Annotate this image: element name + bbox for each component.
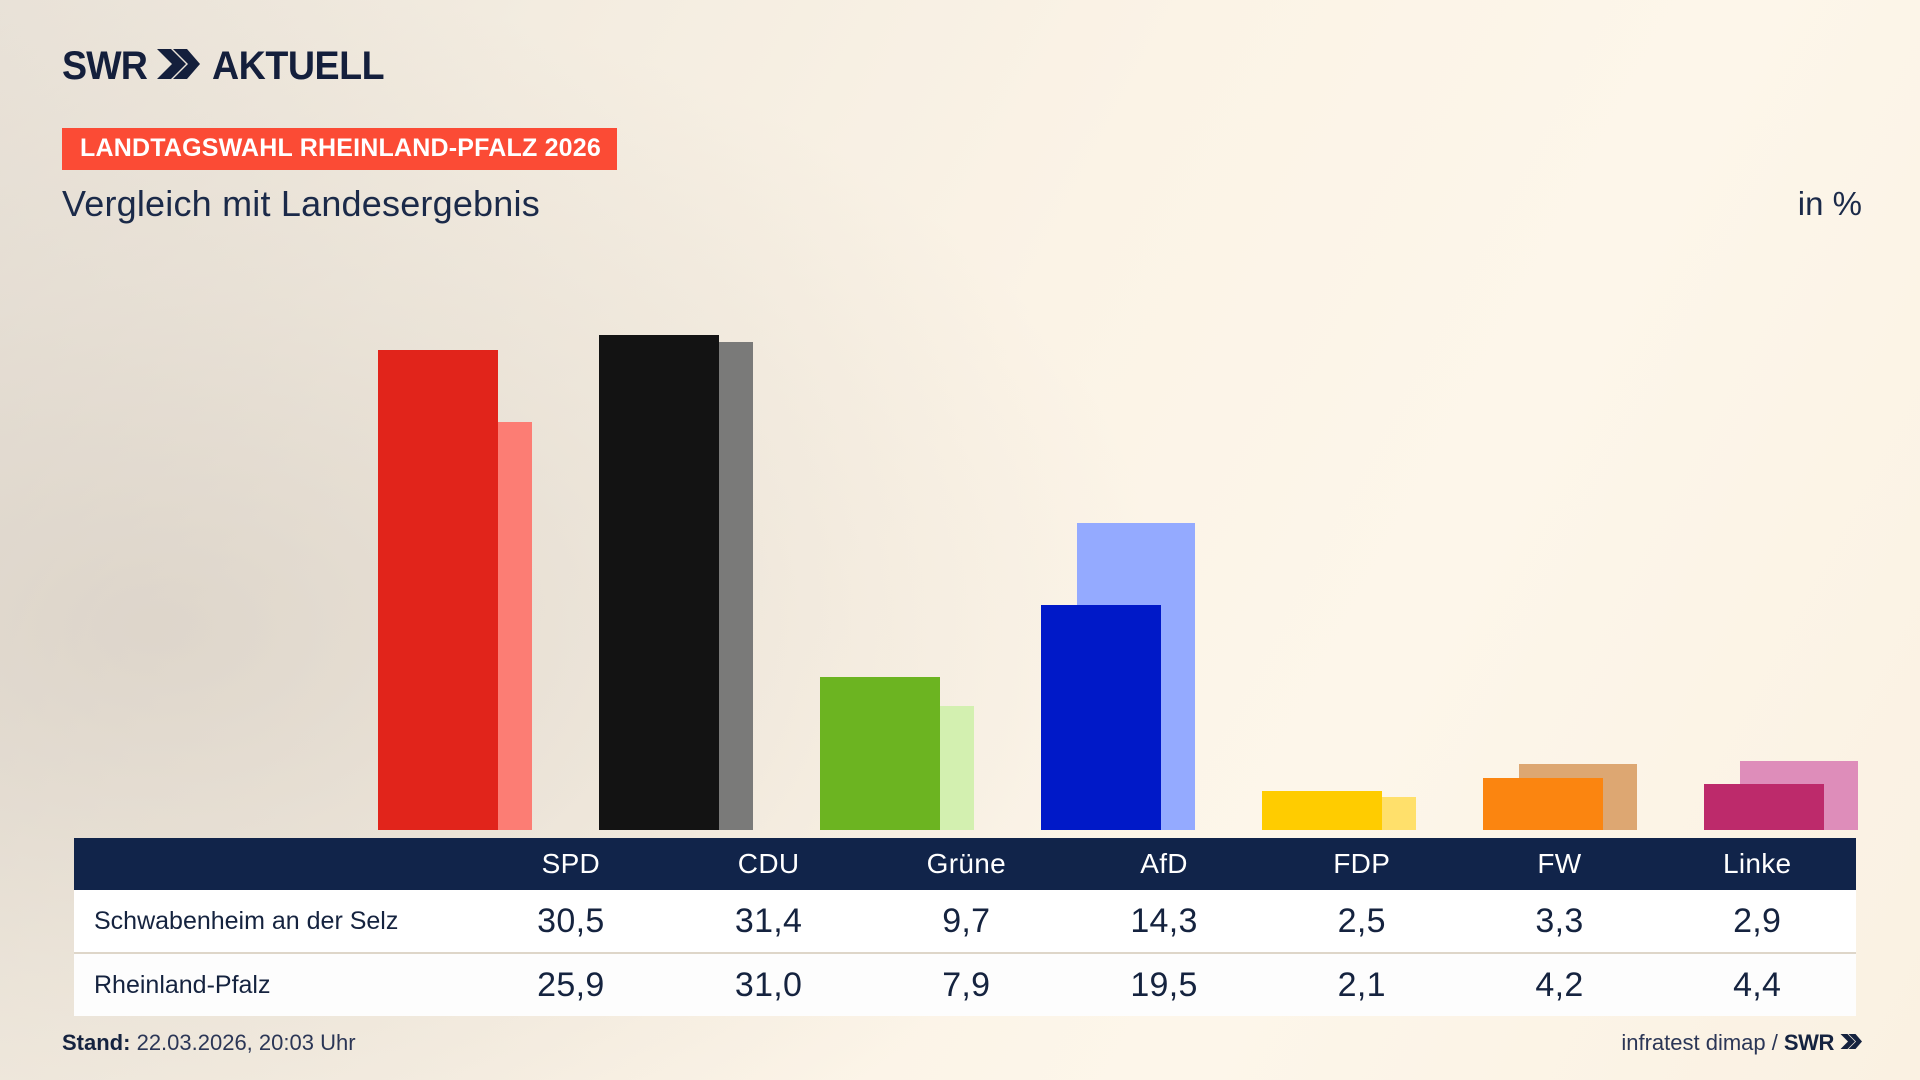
timestamp: Stand: 22.03.2026, 20:03 Uhr (62, 1030, 356, 1056)
chevron-double-right-icon (1840, 1030, 1862, 1056)
swr-aktuell-logo: SWR AKTUELL (62, 46, 395, 86)
aktuell-wordmark: AKTUELL (212, 44, 385, 88)
column-header-afd: AfD (1140, 848, 1188, 879)
row-label-local: Schwabenheim an der Selz (94, 906, 399, 935)
cell-state-fw: 4,2 (1535, 965, 1584, 1004)
source-institute: infratest dimap / (1621, 1030, 1778, 1055)
cell-state-gruene: 7,9 (942, 965, 991, 1004)
column-header-fdp: FDP (1333, 848, 1391, 879)
cell-local-linke: 2,9 (1733, 901, 1782, 940)
swr-wordmark: SWR (62, 44, 148, 88)
table-header-row: SPD CDU Grüne AfD FDP FW Linke (74, 838, 1856, 890)
timestamp-value: 22.03.2026, 20:03 Uhr (136, 1030, 356, 1055)
cell-local-spd: 30,5 (537, 901, 605, 940)
cell-state-fdp: 2,1 (1337, 965, 1386, 1004)
table-row: Schwabenheim an der Selz 30,5 31,4 9,7 1… (74, 890, 1856, 952)
cell-local-fw: 3,3 (1535, 901, 1584, 940)
column-header-linke: Linke (1722, 848, 1792, 879)
row-label-state: Rheinland-Pfalz (94, 970, 271, 999)
source-attribution: infratest dimap / SWR (1621, 1030, 1862, 1056)
results-table: SPD CDU Grüne AfD FDP FW Linke Schwabenh… (74, 838, 1856, 1016)
election-banner: LANDTAGSWAHL RHEINLAND-PFALZ 2026 (62, 128, 617, 170)
column-header-spd: SPD (541, 848, 601, 879)
cell-state-spd: 25,9 (537, 965, 605, 1004)
cell-local-gruene: 9,7 (942, 901, 991, 940)
cell-state-linke: 4,4 (1733, 965, 1782, 1004)
cell-local-afd: 14,3 (1130, 901, 1198, 940)
table-row: Rheinland-Pfalz 25,9 31,0 7,9 19,5 2,1 4… (74, 952, 1856, 1016)
column-header-gruene: Grüne (926, 848, 1006, 879)
page-title: Vergleich mit Landesergebnis (62, 183, 540, 224)
chevron-double-right-icon (156, 47, 201, 85)
cell-state-afd: 19,5 (1130, 965, 1198, 1004)
cell-local-cdu: 31,4 (734, 901, 803, 940)
column-header-fw: FW (1537, 848, 1582, 879)
column-header-cdu: CDU (737, 848, 800, 879)
unit-label: in % (1797, 185, 1862, 222)
cell-state-cdu: 31,0 (734, 965, 803, 1004)
source-swr-wordmark: SWR (1783, 1030, 1835, 1055)
footer: Stand: 22.03.2026, 20:03 Uhr infratest d… (62, 1030, 1862, 1056)
timestamp-label: Stand: (62, 1030, 131, 1055)
cell-local-fdp: 2,5 (1337, 901, 1386, 940)
